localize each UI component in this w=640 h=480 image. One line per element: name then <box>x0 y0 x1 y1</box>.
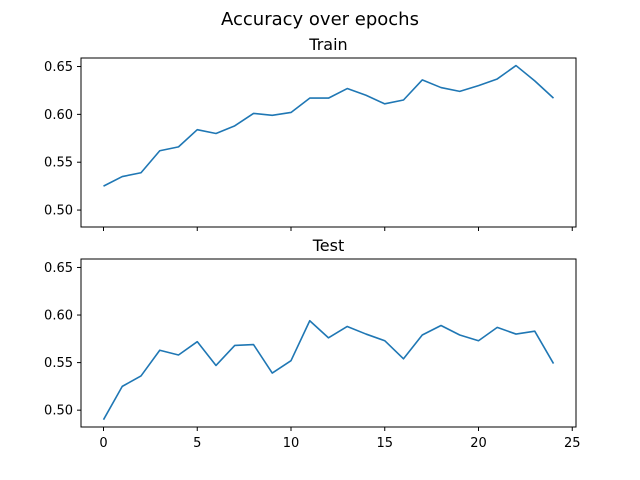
train-series-line <box>103 64 555 187</box>
train-ytick-label: 0.50 <box>44 204 73 219</box>
test-data-point <box>309 320 311 322</box>
train-data-point <box>215 133 217 135</box>
train-data-point <box>234 125 236 127</box>
train-data-point <box>440 87 442 89</box>
train-data-point <box>253 112 255 114</box>
test-data-point <box>234 344 236 346</box>
test-data-point <box>515 333 517 335</box>
train-data-point <box>196 129 198 131</box>
test-subplot: Test 0.50 0.55 0.60 0.65 0 5 10 15 20 25 <box>44 236 580 451</box>
train-data-point <box>459 90 461 92</box>
test-data-point <box>440 324 442 326</box>
train-subplot: Train 0.50 0.55 0.60 0.65 <box>44 35 577 231</box>
test-data-point <box>159 349 161 351</box>
train-data-point <box>421 79 423 81</box>
test-data-point <box>103 419 105 421</box>
test-data-point <box>459 334 461 336</box>
test-ytick-label: 0.55 <box>44 356 73 371</box>
train-data-point <box>553 97 555 99</box>
test-xtick-label: 5 <box>193 436 201 451</box>
test-data-point <box>384 340 386 342</box>
train-data-point <box>328 97 330 99</box>
test-data-point <box>403 358 405 360</box>
test-data-point <box>478 340 480 342</box>
test-data-point <box>365 333 367 335</box>
test-data-point <box>196 341 198 343</box>
figure-suptitle: Accuracy over epochs <box>221 9 419 30</box>
train-data-point <box>496 78 498 80</box>
train-data-point <box>103 185 105 187</box>
train-subplot-title: Train <box>308 35 347 54</box>
train-data-point <box>271 114 273 116</box>
test-data-point <box>290 360 292 362</box>
train-data-point <box>178 146 180 148</box>
test-data-point <box>553 363 555 365</box>
test-ytick-label: 0.50 <box>44 404 73 419</box>
test-data-point <box>271 372 273 374</box>
test-data-point <box>346 325 348 327</box>
test-xtick-label: 0 <box>99 436 107 451</box>
test-data-point <box>534 330 536 332</box>
train-ytick-label: 0.55 <box>44 156 73 171</box>
train-data-point <box>346 88 348 90</box>
train-ytick-label: 0.65 <box>44 60 73 75</box>
test-series-line <box>102 319 555 421</box>
train-data-point <box>121 176 123 178</box>
train-data-point <box>403 99 405 101</box>
test-data-point <box>140 375 142 377</box>
train-data-point <box>515 65 517 67</box>
train-data-point <box>159 150 161 152</box>
train-ytick-label: 0.60 <box>44 108 73 123</box>
test-data-point <box>178 354 180 356</box>
test-ytick-label: 0.60 <box>44 309 73 324</box>
test-xtick-label: 25 <box>564 436 581 451</box>
subplots: Train 0.50 0.55 0.60 0.65 Test 0.50 0.55 0.60 0.6… <box>44 35 580 451</box>
train-data-point <box>534 80 536 82</box>
test-xtick-label: 20 <box>470 436 487 451</box>
test-data-point <box>121 385 123 387</box>
train-data-point <box>290 111 292 113</box>
test-subplot-title: Test <box>312 236 345 255</box>
test-ytick-label: 0.65 <box>44 261 73 276</box>
test-xtick-label: 15 <box>376 436 393 451</box>
train-data-point <box>365 94 367 96</box>
test-data-point <box>215 364 217 366</box>
train-data-point <box>384 103 386 105</box>
test-data-point <box>328 337 330 339</box>
train-axes-frame <box>80 57 577 228</box>
test-axes-frame <box>80 258 577 428</box>
test-data-point <box>253 344 255 346</box>
test-xtick-label: 10 <box>283 436 300 451</box>
train-data-point <box>478 85 480 87</box>
test-data-point <box>496 326 498 328</box>
train-data-point <box>309 97 311 99</box>
test-data-point <box>421 334 423 336</box>
train-data-point <box>140 172 142 174</box>
